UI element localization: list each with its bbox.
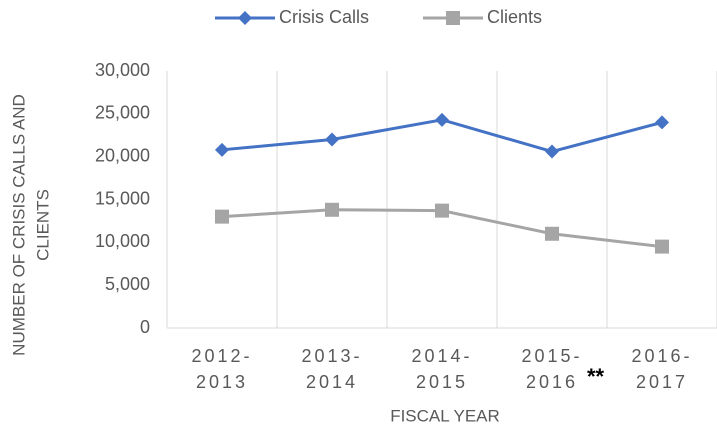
x-tick-label: 2015 xyxy=(416,372,468,392)
y-axis-title: CLIENTS xyxy=(33,189,52,261)
y-tick-label: 5,000 xyxy=(105,274,150,294)
annotation: ** xyxy=(587,364,605,389)
y-tick-label: 30,000 xyxy=(95,60,150,80)
y-tick-label: 25,000 xyxy=(95,103,150,123)
x-tick-label: 2012- xyxy=(191,346,252,366)
legend-label: Crisis Calls xyxy=(279,7,369,27)
y-axis-title: NUMBER OF CRISIS CALLS AND xyxy=(9,94,28,356)
legend-marker xyxy=(238,11,252,25)
marker xyxy=(655,239,669,254)
x-tick-label: 2014 xyxy=(306,372,358,392)
y-tick-label: 0 xyxy=(140,317,150,337)
marker xyxy=(325,132,339,147)
marker xyxy=(325,202,339,217)
x-tick-label: 2013- xyxy=(301,346,362,366)
y-tick-label: 15,000 xyxy=(95,188,150,208)
y-tick-label: 10,000 xyxy=(95,231,150,251)
legend-label: Clients xyxy=(487,7,542,27)
legend-marker xyxy=(446,11,460,25)
y-tick-label: 20,000 xyxy=(95,145,150,165)
x-axis-title: FISCAL YEAR xyxy=(390,406,500,425)
marker xyxy=(215,142,229,157)
x-tick-label: 2013 xyxy=(196,372,248,392)
x-tick-label: 2015- xyxy=(521,346,582,366)
marker xyxy=(435,203,449,218)
x-tick-label: 2017 xyxy=(636,372,688,392)
marker xyxy=(435,112,449,127)
x-tick-label: 2014- xyxy=(411,346,472,366)
marker xyxy=(545,226,559,241)
x-tick-label: 2016 xyxy=(526,372,578,392)
marker xyxy=(545,144,559,159)
marker xyxy=(655,115,669,130)
marker xyxy=(215,209,229,224)
x-tick-label: 2016- xyxy=(631,346,692,366)
